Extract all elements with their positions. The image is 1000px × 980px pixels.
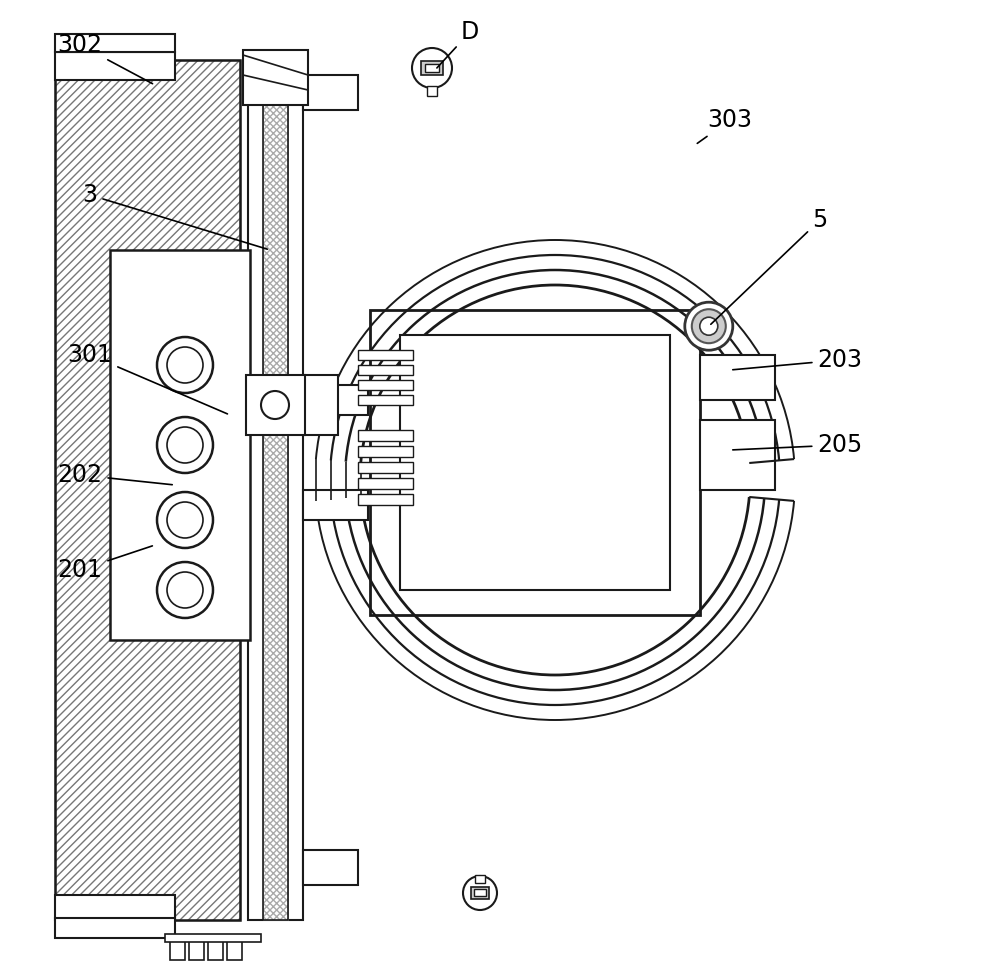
Bar (475, 875, 485, 883)
Bar (474, 889, 486, 896)
Bar (358, 395, 413, 405)
Bar (303, 375, 338, 435)
Bar (358, 380, 413, 390)
Circle shape (685, 302, 733, 350)
Bar (425, 64, 439, 72)
Bar (358, 446, 413, 457)
Bar (55, 60, 240, 920)
Bar (243, 50, 308, 105)
Bar (55, 895, 175, 920)
Bar (208, 937, 223, 960)
Bar (170, 937, 185, 960)
Bar (421, 61, 443, 75)
Bar (263, 60, 288, 920)
Bar (55, 52, 175, 80)
Text: 5: 5 (711, 208, 828, 324)
Bar (55, 34, 175, 52)
Bar (248, 60, 303, 920)
Bar (400, 335, 670, 590)
Bar (227, 937, 242, 960)
Text: 201: 201 (58, 546, 152, 582)
Bar (263, 60, 288, 920)
Circle shape (157, 417, 213, 473)
Circle shape (692, 310, 726, 343)
Bar (303, 75, 358, 110)
Bar (110, 250, 250, 640)
Bar (303, 850, 358, 885)
Text: 203: 203 (733, 348, 862, 372)
Circle shape (157, 562, 213, 618)
Bar (427, 86, 437, 96)
Bar (358, 478, 413, 489)
Bar (55, 918, 175, 938)
Text: 303: 303 (697, 108, 753, 143)
Text: 3: 3 (82, 183, 267, 249)
Circle shape (157, 337, 213, 393)
Bar (370, 310, 700, 615)
Text: 301: 301 (68, 343, 227, 414)
Bar (358, 462, 413, 473)
Bar (189, 937, 204, 960)
Bar (165, 934, 261, 942)
Circle shape (261, 391, 289, 419)
Bar (55, 60, 240, 920)
Text: 205: 205 (733, 433, 863, 457)
Bar (700, 420, 775, 490)
Bar (358, 430, 413, 441)
Circle shape (167, 502, 203, 538)
Text: 202: 202 (58, 463, 172, 487)
Circle shape (157, 492, 213, 548)
Circle shape (167, 572, 203, 608)
Text: D: D (437, 20, 479, 68)
Bar (358, 350, 413, 360)
Circle shape (463, 876, 497, 910)
Circle shape (167, 347, 203, 383)
Bar (303, 490, 368, 520)
Bar (471, 887, 489, 899)
Bar (358, 365, 413, 375)
Circle shape (700, 318, 718, 335)
Circle shape (412, 48, 452, 88)
Text: 302: 302 (58, 33, 153, 83)
Bar (246, 375, 305, 435)
Circle shape (167, 427, 203, 463)
Bar (358, 494, 413, 505)
Bar (700, 355, 775, 400)
Bar (303, 385, 368, 415)
